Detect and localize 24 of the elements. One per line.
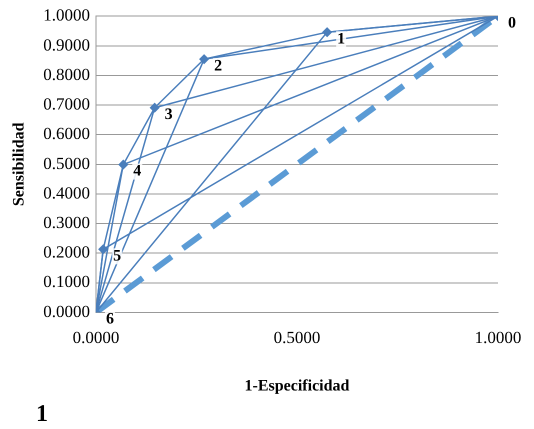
y-tick-label: 0.4000	[43, 183, 90, 202]
annotation: 3	[164, 106, 173, 123]
annotation: 2	[214, 57, 222, 74]
y-axis-title: Sensibilidad	[10, 122, 28, 206]
y-tick-label: 0.7000	[43, 94, 90, 114]
y-tick-label: 0.9000	[43, 35, 90, 54]
y-tick-label: 0.1000	[43, 272, 90, 292]
x-tick-label: 0.5000	[274, 328, 320, 348]
annotation: 5	[113, 247, 122, 264]
y-tick-label: 0.8000	[43, 64, 90, 84]
annotation: 1	[337, 30, 346, 48]
y-tick-label: 0.6000	[43, 124, 90, 144]
x-tick-label: 0.0000	[72, 328, 120, 348]
y-tick-label: 0.2000	[43, 242, 90, 262]
annotation: 6	[106, 310, 114, 328]
annotation: 0	[508, 14, 516, 32]
y-tick-label: 0.5000	[43, 154, 90, 173]
annotation: 4	[133, 162, 142, 180]
y-tick-label: 0.0000	[43, 302, 90, 321]
x-tick-label: 1.0000	[474, 328, 522, 348]
text: 1	[36, 400, 48, 428]
y-tick-label: 0.3000	[43, 213, 90, 232]
x-axis-title: 1-Especificidad	[244, 378, 350, 395]
y-tick-label: 1.0000	[43, 6, 90, 25]
